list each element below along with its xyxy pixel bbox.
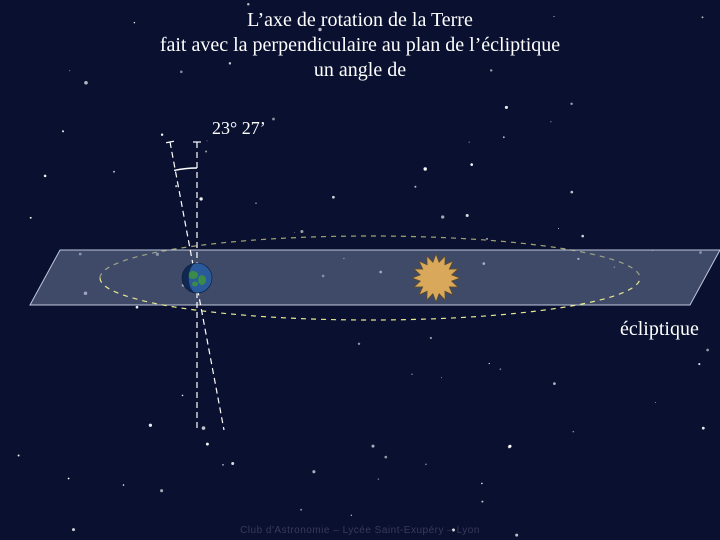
title-line2: fait avec la perpendiculaire au plan de …: [160, 34, 560, 56]
angle-label: 23° 27’: [212, 118, 266, 139]
diagram-stage: L’axe de rotation de la Terre fait avec …: [0, 0, 720, 540]
title-line3: un angle de: [314, 59, 406, 81]
earth-icon: [182, 263, 212, 293]
title-line1: L’axe de rotation de la Terre: [247, 9, 473, 31]
footer-credit: Club d'Astronomie – Lycée Saint-Exupéry …: [0, 525, 720, 536]
ecliptic-label: écliptique: [620, 318, 699, 341]
title-block: L’axe de rotation de la Terre fait avec …: [0, 8, 720, 83]
